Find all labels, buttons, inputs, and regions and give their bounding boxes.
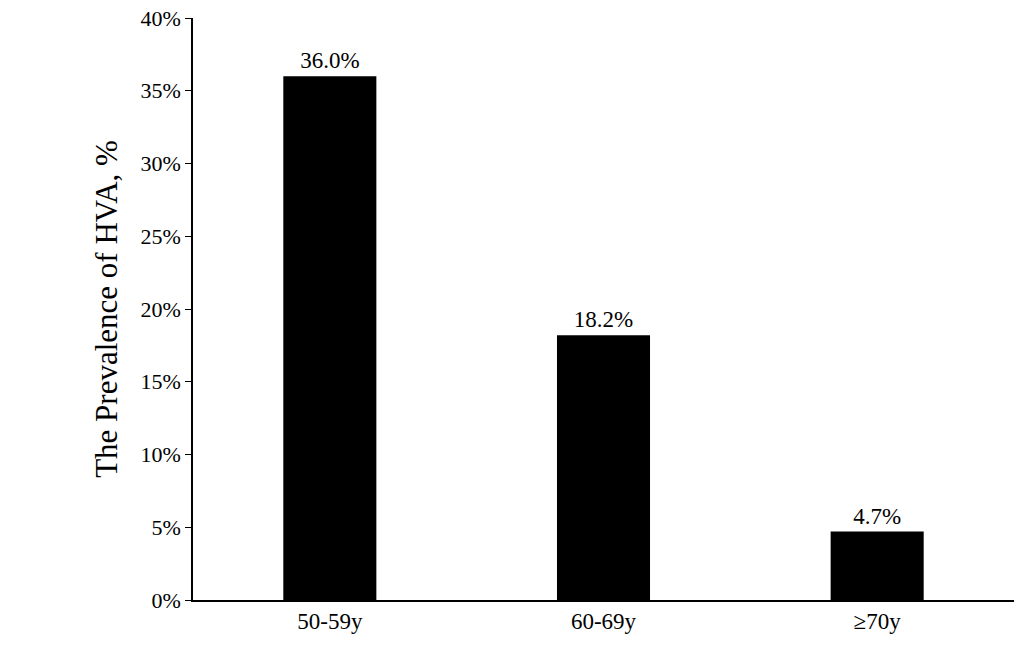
svg-text:18.2%: 18.2% [574, 307, 633, 332]
svg-text:40%: 40% [141, 6, 181, 31]
svg-text:0%: 0% [152, 588, 181, 613]
svg-text:35%: 35% [141, 78, 181, 103]
svg-text:30%: 30% [141, 151, 181, 176]
svg-text:36.0%: 36.0% [300, 48, 359, 73]
svg-text:15%: 15% [141, 369, 181, 394]
svg-text:50-59y: 50-59y [297, 609, 363, 634]
svg-text:20%: 20% [141, 297, 181, 322]
svg-text:25%: 25% [141, 224, 181, 249]
svg-text:60-69y: 60-69y [571, 609, 637, 634]
svg-text:5%: 5% [152, 515, 181, 540]
svg-text:10%: 10% [141, 442, 181, 467]
svg-text:The Prevalence of HVA, %: The Prevalence of HVA, % [89, 140, 124, 478]
svg-text:4.7%: 4.7% [853, 504, 901, 529]
svg-text:≥70y: ≥70y [854, 609, 902, 634]
